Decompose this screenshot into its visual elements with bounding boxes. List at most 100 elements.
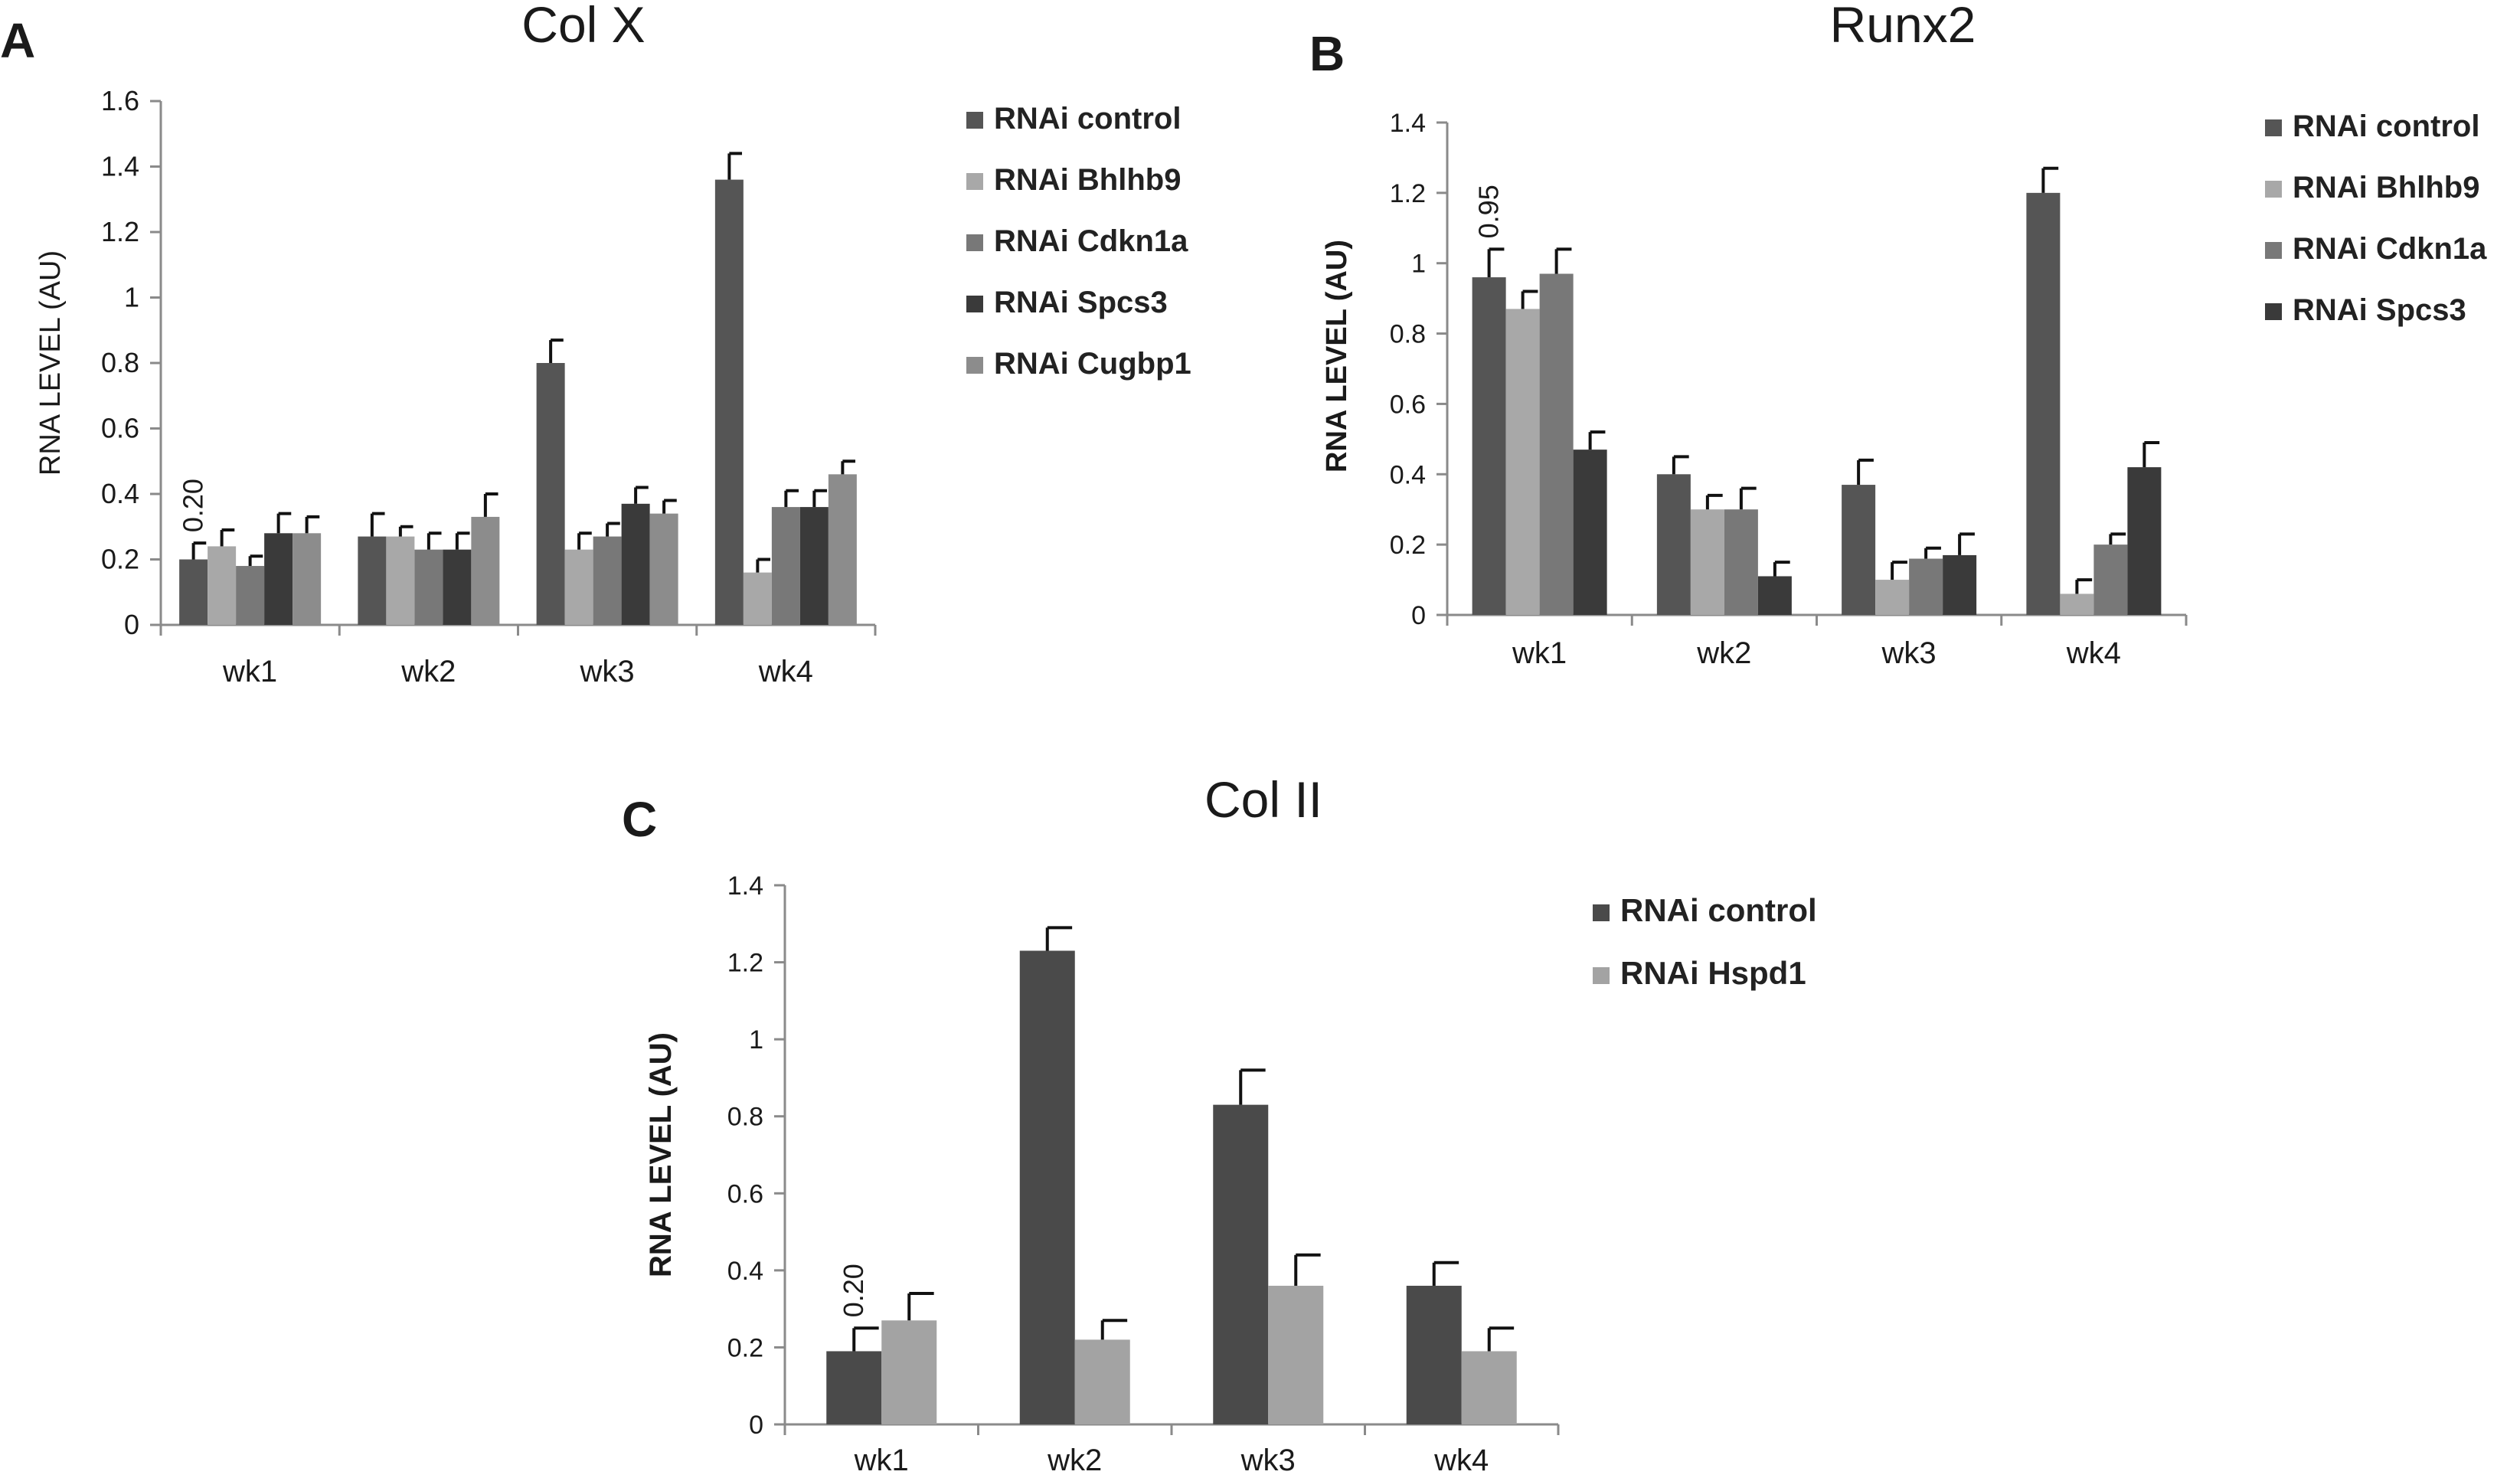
bar-rnai-cdkn1a-wk4 (771, 507, 800, 625)
bar-rnai-spcs3-wk4 (799, 507, 829, 625)
bar-rnai-control-wk4 (1406, 1285, 1462, 1424)
bar-rnai-control-wk3 (1213, 1104, 1269, 1424)
legend-swatch (2265, 242, 2282, 259)
y-axis-label: RNA LEVEL (AU) (34, 250, 67, 476)
bar-rnai-cdkn1a-wk2 (414, 549, 443, 625)
legend-swatch (2265, 119, 2282, 136)
y-tick-label: 0.6 (727, 1179, 763, 1208)
bar-value-annotation: 0.95 (1473, 185, 1505, 238)
x-category-label: wk3 (1881, 636, 1937, 670)
bar-rnai-bhlhb9-wk4 (2060, 593, 2094, 615)
legend-label: RNAi control (2293, 110, 2479, 143)
legend-label: RNAi Spcs3 (2293, 293, 2466, 327)
y-tick-label: 0.8 (727, 1103, 763, 1132)
y-tick-label: 1.6 (101, 85, 139, 116)
y-tick-label: 1.4 (727, 871, 763, 901)
legend-label: RNAi Spcs3 (994, 286, 1168, 319)
x-category-label: wk3 (580, 655, 635, 688)
bar-rnai-control-wk3 (1842, 485, 1876, 615)
y-tick-label: 0.2 (1390, 531, 1426, 560)
legend-label: RNAi Cdkn1a (994, 224, 1188, 258)
legend-label: RNAi Cdkn1a (2293, 232, 2487, 266)
panel-letter: A (0, 13, 35, 68)
y-tick-label: 1.2 (1390, 179, 1426, 208)
y-tick-label: 0.4 (101, 478, 139, 509)
bar-rnai-spcs3-wk1 (264, 533, 293, 625)
bar-rnai-bhlhb9-wk1 (208, 546, 237, 625)
chart-title: Col II (1204, 771, 1322, 828)
y-tick-label: 1.2 (101, 216, 139, 247)
y-axis-label: RNA LEVEL (AU) (644, 1032, 678, 1277)
bar-rnai-hspd1-wk2 (1074, 1339, 1130, 1424)
legend-swatch (966, 357, 983, 374)
bar-rnai-cdkn1a-wk3 (1909, 558, 1943, 615)
bar-rnai-cdkn1a-wk1 (236, 566, 265, 625)
chart-panel-b: B Runx2 0 0.2 0.4 0.6 0.8 1 1.2 1.4 RNA LEVEL (AU)… (1309, 0, 2487, 670)
bar-rnai-bhlhb9-wk1 (1505, 309, 1540, 615)
legend-label: RNAi control (1620, 892, 1817, 928)
bar-value-annotation: 0.20 (838, 1264, 869, 1317)
y-tick-label: 1 (749, 1025, 763, 1055)
legend-swatch (1593, 967, 1610, 984)
y-tick-label: 0.2 (727, 1333, 763, 1362)
x-category-label: wk2 (1696, 636, 1751, 670)
y-tick-label: 1.4 (101, 151, 139, 182)
legend-swatch (966, 296, 983, 312)
panel-letter: C (622, 792, 657, 847)
panel-letter: B (1309, 26, 1345, 81)
bar-rnai-hspd1-wk3 (1268, 1285, 1324, 1424)
bar-rnai-control-wk4 (2026, 192, 2061, 615)
bar-rnai-control-wk2 (358, 536, 387, 625)
bar-rnai-bhlhb9-wk2 (386, 536, 415, 625)
x-category-label: wk4 (2066, 636, 2121, 670)
bar-rnai-spcs3-wk2 (1757, 576, 1792, 615)
y-tick-label: 1 (124, 282, 139, 313)
x-category-label: wk3 (1240, 1444, 1296, 1477)
legend-label: RNAi Bhlhb9 (2293, 171, 2479, 204)
bar-rnai-cdkn1a-wk3 (593, 536, 622, 625)
y-tick-label: 0 (124, 609, 139, 640)
legend-label: RNAi control (994, 102, 1181, 136)
y-tick-label: 1.4 (1390, 109, 1426, 138)
y-tick-label: 0.8 (1390, 320, 1426, 349)
x-category-label: wk1 (1512, 636, 1567, 670)
bar-rnai-control-wk1 (1472, 277, 1506, 615)
x-category-label: wk1 (222, 655, 277, 688)
bar-rnai-cugbp1-wk4 (828, 474, 857, 625)
chart-title: Runx2 (1830, 0, 1976, 53)
y-tick-label: 0 (1411, 601, 1426, 630)
bar-value-annotation: 0.20 (178, 479, 209, 532)
legend-swatch (966, 234, 983, 251)
bar-rnai-cdkn1a-wk1 (1539, 273, 1574, 615)
x-category-label: wk4 (758, 655, 813, 688)
bar-rnai-cdkn1a-wk2 (1724, 509, 1758, 615)
bar-rnai-bhlhb9-wk3 (564, 549, 593, 625)
y-tick-label: 1.2 (727, 949, 763, 978)
y-tick-label: 0.4 (727, 1257, 763, 1286)
y-tick-label: 0.4 (1390, 460, 1426, 489)
y-tick-label: 0.6 (1390, 390, 1426, 419)
x-category-label: wk4 (1433, 1444, 1489, 1477)
x-category-label: wk1 (854, 1444, 909, 1477)
y-tick-label: 0 (749, 1411, 763, 1440)
chart-title: Col X (521, 0, 645, 53)
bar-rnai-control-wk3 (536, 363, 565, 625)
legend-swatch (2265, 303, 2282, 320)
chart-panel-a: A Col X 0 0.2 0.4 0.6 0.8 1 1.2 1.4 1.6 RNA LEVEL (… (0, 0, 1191, 688)
y-axis-label: RNA LEVEL (AU) (1321, 240, 1353, 473)
bar-rnai-hspd1-wk4 (1461, 1351, 1517, 1424)
bar-rnai-control-wk2 (1019, 950, 1075, 1424)
bar-rnai-control-wk2 (1656, 474, 1691, 615)
y-tick-label: 1 (1411, 250, 1426, 279)
bar-rnai-control-wk4 (714, 179, 744, 626)
bar-rnai-bhlhb9-wk2 (1690, 509, 1724, 615)
bar-rnai-spcs3-wk1 (1573, 450, 1607, 615)
bar-rnai-cugbp1-wk2 (471, 516, 500, 625)
bar-rnai-bhlhb9-wk4 (743, 572, 772, 625)
legend-swatch (2265, 181, 2282, 198)
legend-label: RNAi Bhlhb9 (994, 163, 1181, 197)
bar-rnai-spcs3-wk4 (2127, 467, 2162, 615)
bar-rnai-spcs3-wk3 (1943, 554, 1977, 615)
bar-rnai-cdkn1a-wk4 (2093, 544, 2128, 615)
